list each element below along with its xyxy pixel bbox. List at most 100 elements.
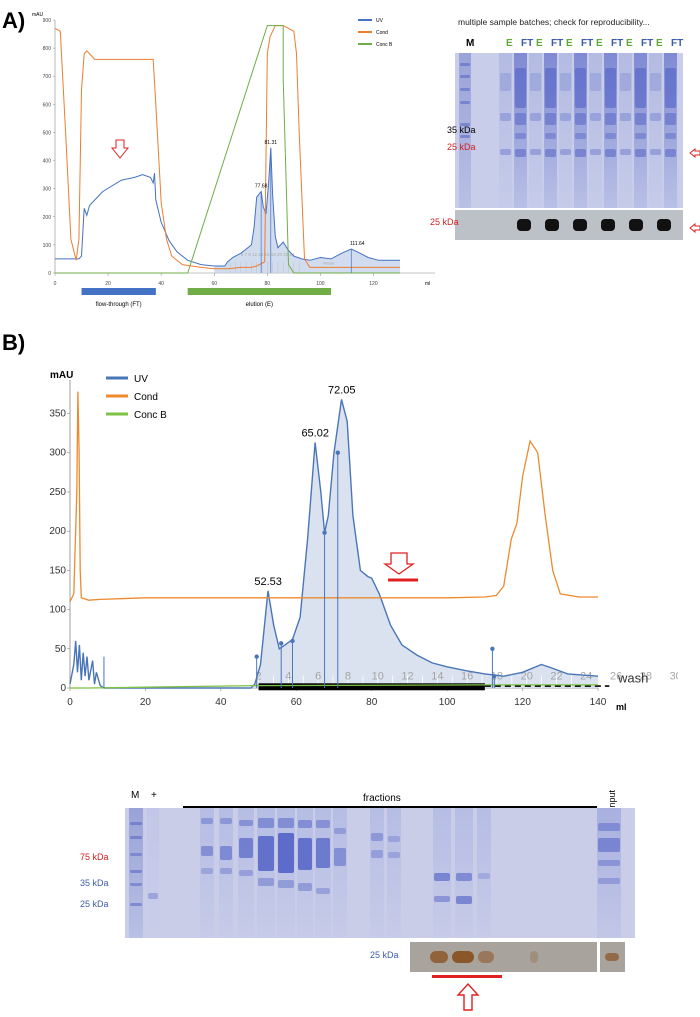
y-tick-label: 250 <box>49 487 66 498</box>
gel-band <box>598 860 620 866</box>
gel-lane <box>370 808 384 938</box>
y-tick-label: 200 <box>43 215 52 221</box>
x-tick-label: 120 <box>369 281 378 287</box>
gel-lane <box>664 53 677 208</box>
gel-lane <box>455 808 473 938</box>
gel-band <box>201 868 213 874</box>
gel-lane <box>147 808 159 938</box>
legend-label: Cond <box>134 392 158 403</box>
blot-b-band <box>478 951 494 963</box>
peak-marker-dot <box>490 646 495 651</box>
uv-area <box>251 399 598 688</box>
gel-band <box>530 73 541 91</box>
gel-lane <box>387 808 401 938</box>
x-tick-label: 40 <box>158 281 164 287</box>
gel-band <box>220 846 232 860</box>
gel-band <box>605 68 616 108</box>
gel-band <box>130 903 142 906</box>
gel-band <box>545 113 556 125</box>
gel-band <box>130 883 142 886</box>
gel-lane <box>559 53 572 208</box>
gel-a-lane-label: FT <box>551 38 564 49</box>
gel-a-lane-label: E <box>506 38 513 49</box>
gel-band <box>239 870 253 876</box>
gel-band <box>500 73 511 91</box>
gel-band <box>620 149 631 155</box>
gel-band <box>620 73 631 91</box>
gel-lane <box>297 808 313 938</box>
y-tick-label: 500 <box>43 130 52 136</box>
blot-a-band <box>657 219 671 231</box>
blot-a-band <box>573 219 587 231</box>
gel-band <box>371 850 383 858</box>
gel-band <box>605 113 616 125</box>
gel-band <box>635 68 646 108</box>
y-tick-label: 0 <box>60 683 66 694</box>
x-tick-label: 100 <box>439 697 456 708</box>
blot-b-band <box>530 951 538 963</box>
fraction-number: 26 <box>610 670 622 682</box>
gel-band <box>388 852 400 858</box>
blot-b-highlight-bar <box>432 975 502 978</box>
blot-b-marker-25: 25 kDa <box>370 950 399 960</box>
gel-lane <box>529 53 542 208</box>
x-tick-label: 0 <box>54 281 57 287</box>
x-tick-label: 100 <box>316 281 325 287</box>
x-unit-label: ml <box>616 702 627 712</box>
fraction-number: 4 <box>285 670 291 682</box>
gel-band <box>515 113 526 125</box>
gel-band <box>460 123 470 126</box>
uv-area <box>214 147 400 273</box>
x-tick-label: 0 <box>67 697 73 708</box>
gel-a-lane-labels: M E FT E FT E FT E FT E FT E FT <box>458 38 688 54</box>
gel-band <box>560 149 571 155</box>
y-tick-label: 50 <box>55 644 67 655</box>
y-tick-label: 700 <box>43 74 52 80</box>
gel-lane <box>499 53 512 208</box>
blot-b-input <box>600 942 625 972</box>
x-tick-label: 20 <box>105 281 111 287</box>
gel-b <box>125 808 635 938</box>
gel-lane <box>477 808 491 938</box>
gel-band <box>460 88 470 91</box>
elution-bar <box>187 288 331 295</box>
gel-b-marker-75: 75 kDa <box>80 852 109 862</box>
legend-label: UV <box>376 18 384 24</box>
gel-band <box>635 149 646 157</box>
gel-lane <box>597 808 621 938</box>
ft-bar <box>81 288 156 295</box>
gel-band <box>316 820 330 828</box>
gel-a-lane-label: E <box>536 38 543 49</box>
gel-b-lane-m: M <box>131 790 140 801</box>
gel-band <box>650 149 661 155</box>
gel-band <box>530 149 541 155</box>
fraction-bar <box>258 683 485 691</box>
gel-a <box>455 53 683 208</box>
gel-band <box>130 853 142 856</box>
legend-label: Conc B <box>376 42 393 48</box>
gel-band <box>500 149 511 155</box>
fraction-text: 5 7 9 12 14 16 18 20 22 24 <box>241 252 295 257</box>
blot-a-band <box>601 219 615 231</box>
peak-label: 77.68 <box>255 183 268 189</box>
gel-b-marker-25: 25 kDa <box>80 899 109 909</box>
series-cond <box>69 391 598 602</box>
gel-band <box>500 113 511 121</box>
gel-a-marker-25: 25 kDa <box>447 142 476 152</box>
gel-lane <box>219 808 233 938</box>
gel-lane <box>649 53 662 208</box>
gel-band <box>434 896 450 902</box>
chart-b: mAU 0 50 100 150 200 250 300 350 0 20 40 60 80 100 120 1… <box>49 370 678 712</box>
gel-band <box>258 818 274 828</box>
gel-band <box>298 820 312 828</box>
x-tick-label: 80 <box>366 697 378 708</box>
gel-band <box>598 823 620 831</box>
panel-label-b: B) <box>2 330 26 355</box>
gel-band <box>515 149 526 157</box>
legend-label: UV <box>134 374 148 385</box>
gel-band <box>239 820 253 826</box>
blot-a <box>455 210 683 240</box>
gel-band <box>605 133 616 139</box>
x-tick-label: 60 <box>291 697 303 708</box>
peak-marker-dot <box>492 674 497 679</box>
